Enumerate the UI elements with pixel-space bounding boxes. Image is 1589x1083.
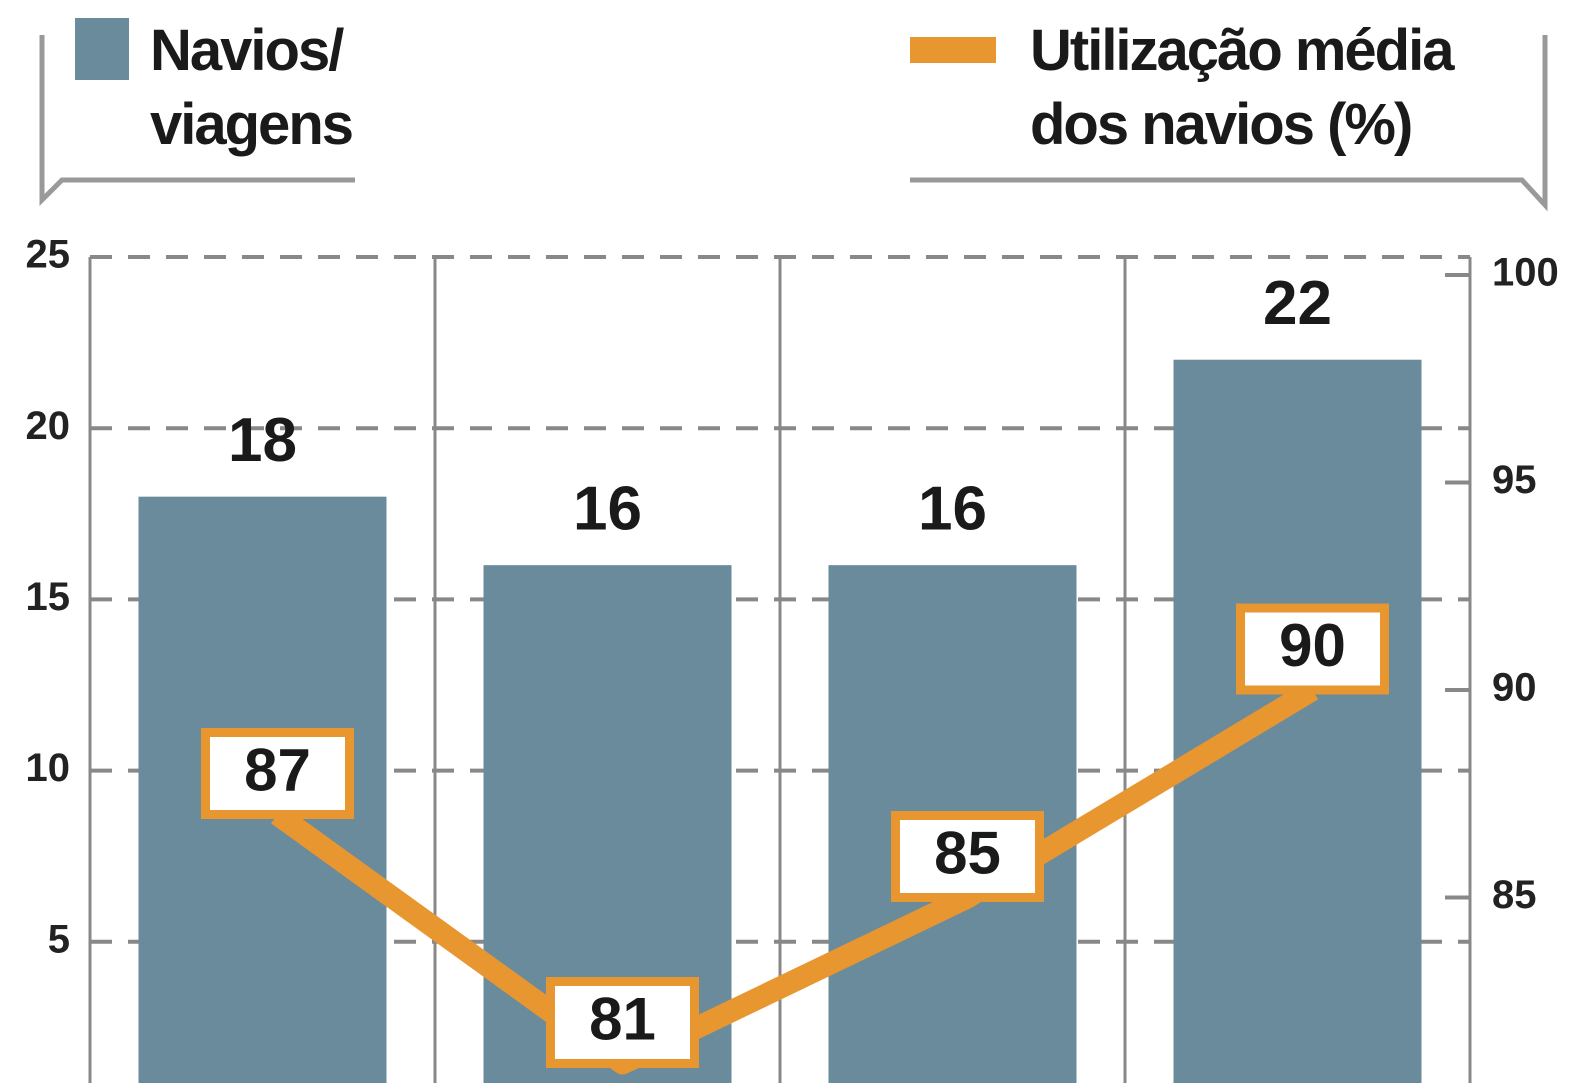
bar-value-label: 16 — [918, 475, 987, 544]
point-label-box — [891, 811, 1044, 902]
legend-label: Navios/ viagens — [150, 18, 354, 157]
point-value-label: 90 — [1279, 612, 1346, 679]
y2-tick-label: 90 — [1492, 666, 1537, 710]
y-tick-label: 25 — [26, 233, 71, 277]
legend-bracket — [910, 35, 1548, 212]
y-tick-label: 5 — [48, 917, 70, 961]
y2-tick-label: 85 — [1492, 873, 1537, 917]
legend-bracket — [39, 35, 355, 207]
legend-label: Utilização média dos navios (%) — [1030, 18, 1454, 157]
point-label-box — [201, 728, 354, 819]
bar-value-label: 22 — [1263, 269, 1332, 338]
legend-swatch — [910, 37, 996, 63]
y2-tick-label: 100 — [1492, 251, 1559, 295]
y-tick-label: 10 — [26, 746, 71, 790]
point-value-label: 85 — [934, 819, 1001, 886]
bar-value-label: 18 — [228, 406, 297, 475]
y2-tick-label: 95 — [1492, 458, 1537, 502]
legend-swatch — [75, 18, 129, 80]
point-label-box — [546, 977, 699, 1068]
point-value-label: 87 — [244, 736, 311, 803]
bar-value-label: 16 — [573, 475, 642, 544]
point-label-box — [1236, 603, 1389, 695]
y-tick-label: 15 — [26, 575, 71, 619]
point-value-label: 81 — [589, 985, 656, 1052]
line — [271, 680, 1319, 1075]
y-tick-label: 20 — [26, 404, 71, 448]
bar — [1173, 359, 1422, 1083]
